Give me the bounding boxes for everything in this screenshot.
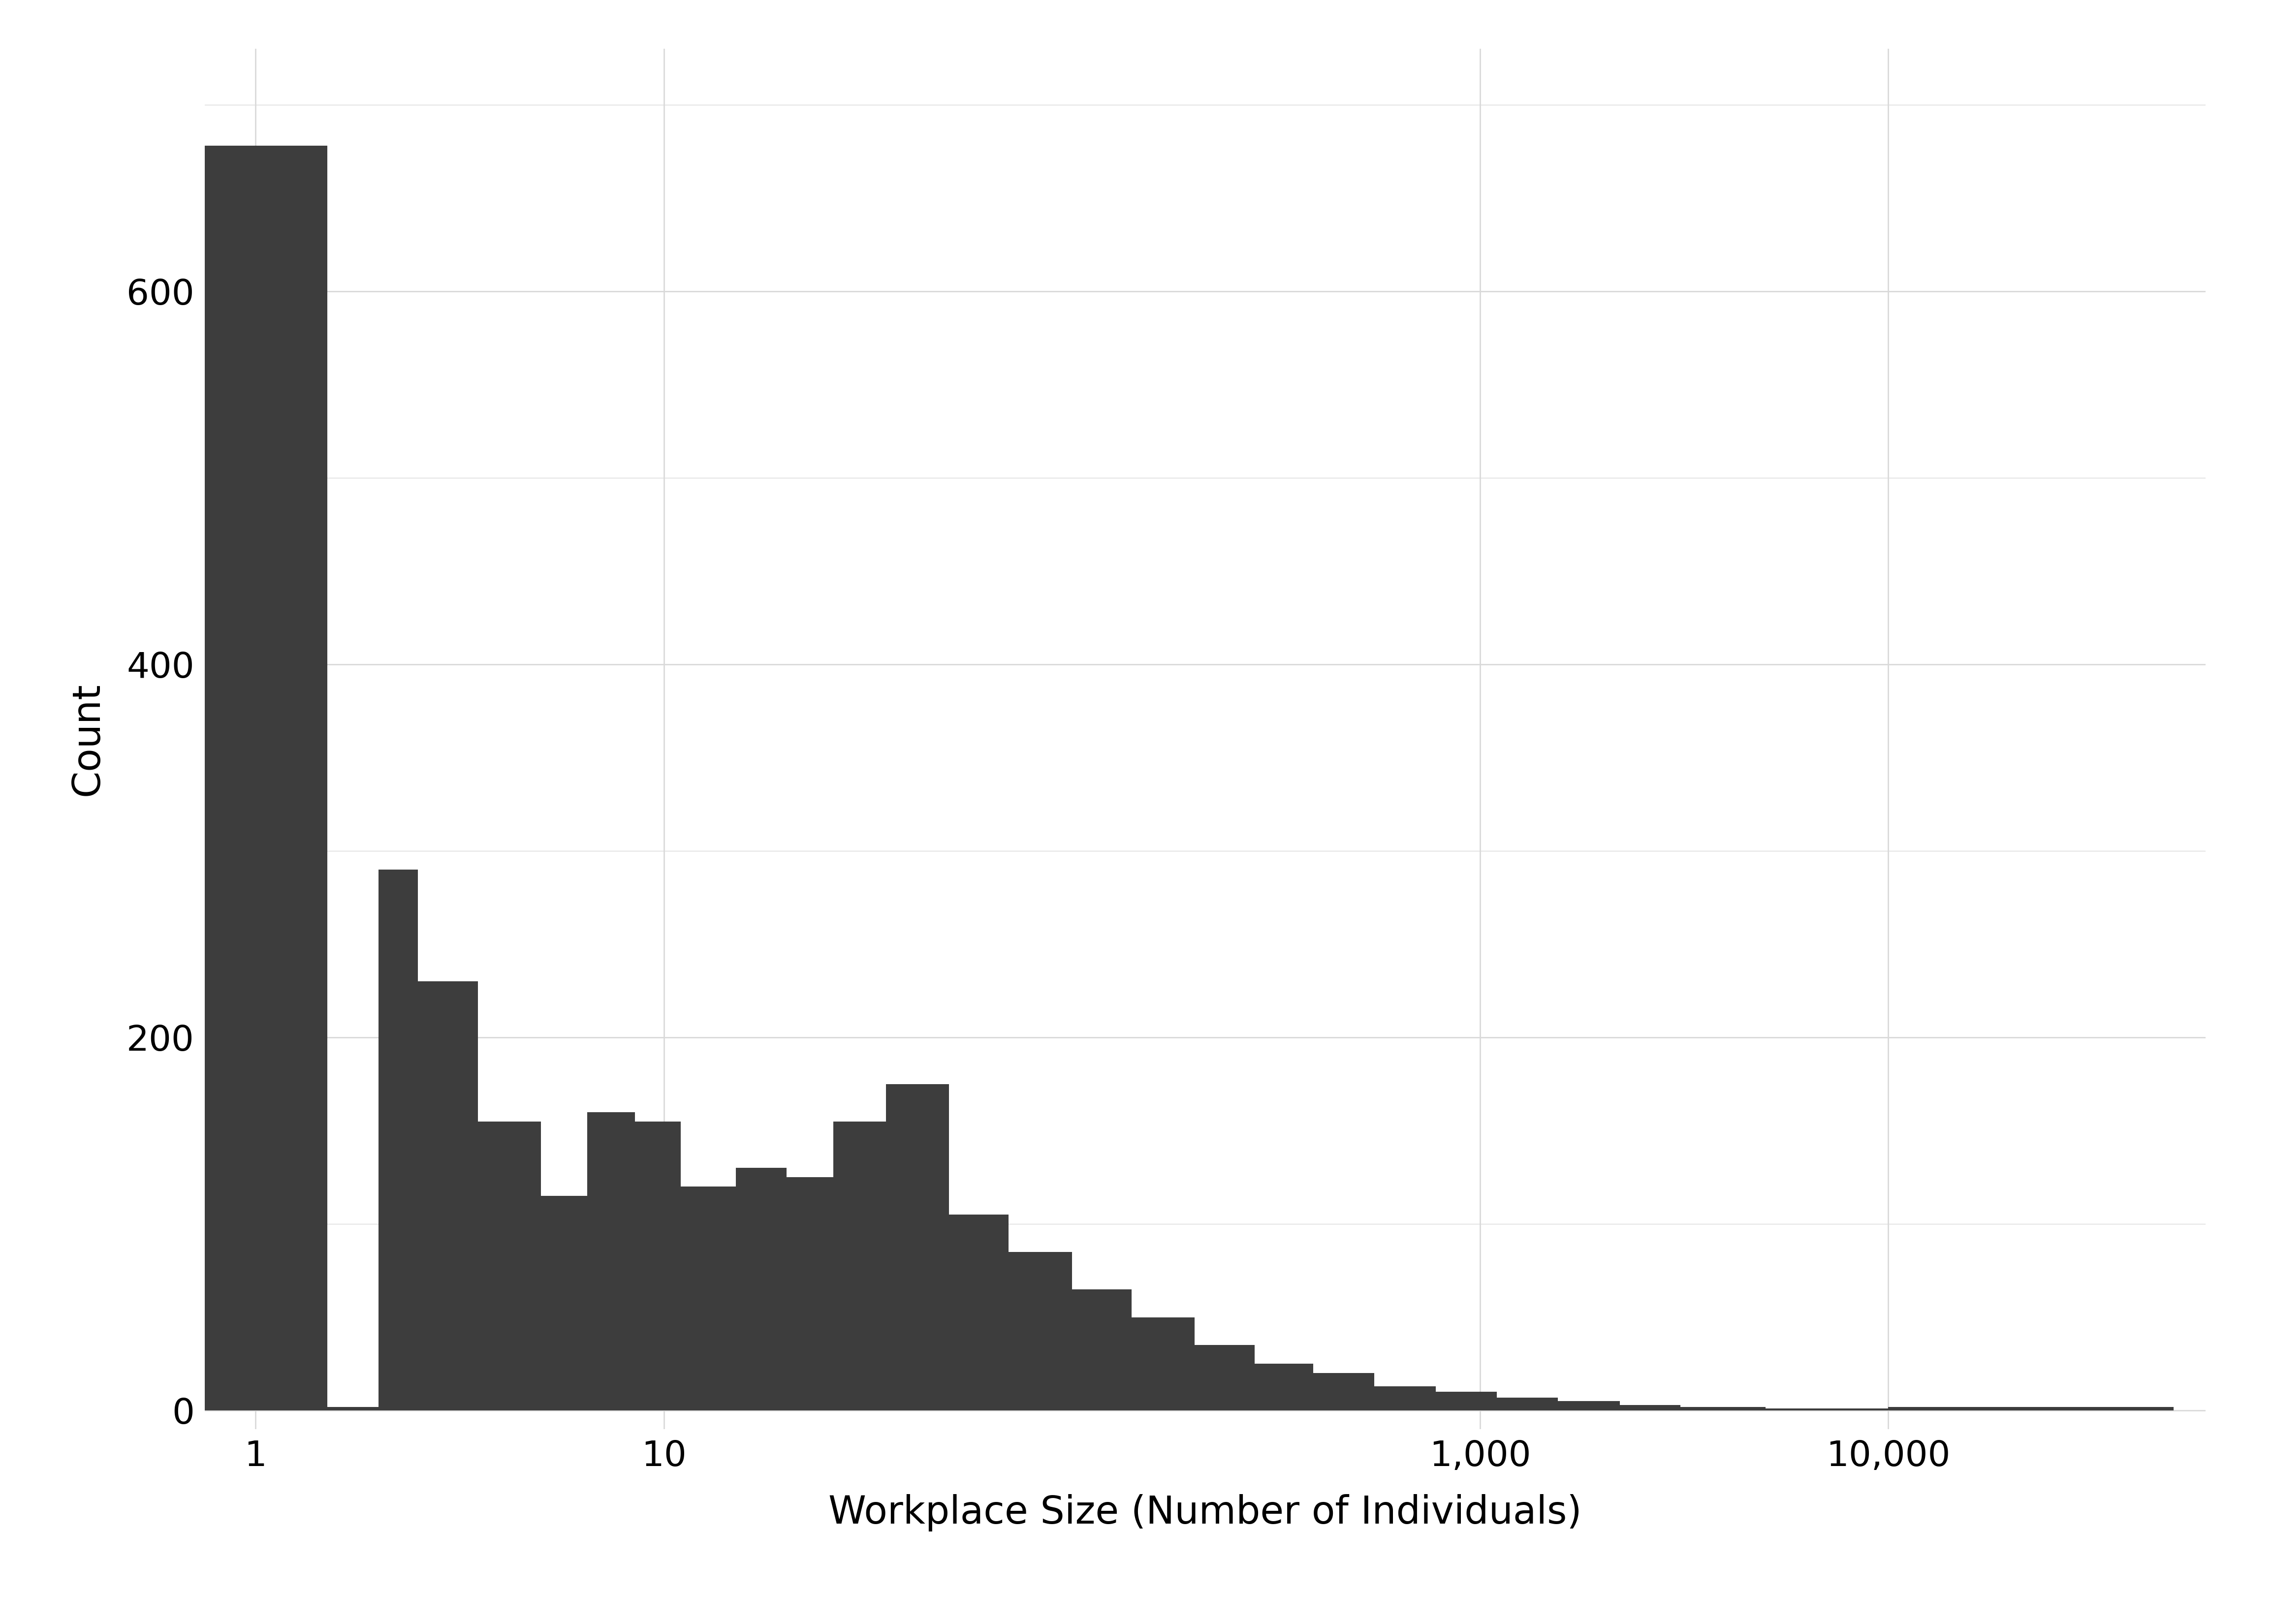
X-axis label: Workplace Size (Number of Individuals): Workplace Size (Number of Individuals): [828, 1494, 1583, 1531]
Bar: [1619, 1405, 1680, 1411]
Bar: [1312, 1374, 1373, 1411]
Bar: [478, 1121, 541, 1411]
Y-axis label: Count: Count: [68, 682, 107, 796]
Bar: [1373, 1387, 1435, 1411]
Bar: [1558, 1402, 1619, 1411]
Bar: [1194, 1345, 1255, 1411]
Bar: [737, 1168, 787, 1411]
Bar: [1132, 1317, 1194, 1411]
Bar: [1010, 1252, 1071, 1411]
Bar: [1496, 1397, 1558, 1411]
Bar: [1435, 1392, 1496, 1411]
Bar: [1887, 1406, 2174, 1411]
Bar: [680, 1187, 737, 1411]
Bar: [1255, 1364, 1312, 1411]
Bar: [787, 1177, 832, 1411]
Bar: [887, 1085, 948, 1411]
Bar: [1071, 1289, 1132, 1411]
Bar: [587, 1112, 634, 1411]
Bar: [377, 869, 418, 1411]
Bar: [327, 1406, 377, 1411]
Bar: [832, 1121, 887, 1411]
Bar: [1680, 1406, 1765, 1411]
Bar: [205, 146, 327, 1411]
Bar: [948, 1215, 1010, 1411]
Bar: [634, 1121, 680, 1411]
Bar: [1765, 1408, 1887, 1411]
Bar: [541, 1195, 587, 1411]
Bar: [418, 981, 478, 1411]
